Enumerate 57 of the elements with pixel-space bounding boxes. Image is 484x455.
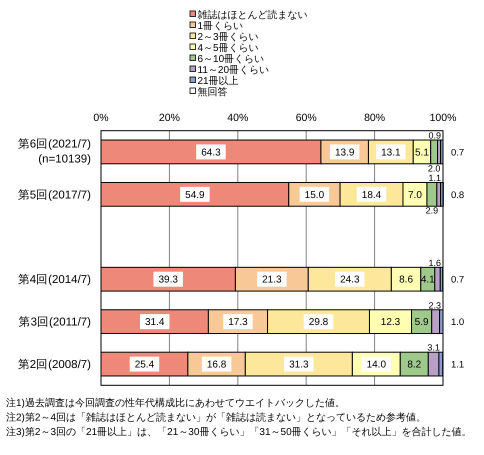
legend-label: 21冊以上 [198, 76, 239, 87]
tick-label: 20% [158, 112, 180, 124]
value-label: 54.9 [185, 190, 205, 201]
annotation: 注1)過去調査は今回調査の性年代構成比にあわせてウエイトバックした値。 [6, 398, 345, 409]
value-label: 2.0 [428, 163, 440, 174]
legend-label: 1冊くらい [198, 21, 244, 32]
value-label: 8.6 [399, 274, 414, 286]
value-label: 17.3 [228, 317, 248, 328]
legend-label: 雑誌はほとんど読まない [198, 10, 308, 21]
category-label: 第2回(2008/7) [18, 359, 91, 372]
value-label: 39.3 [158, 274, 178, 286]
value-label: 0.8 [451, 190, 464, 201]
value-label: 16.8 [206, 360, 226, 371]
category-label: (n=10139) [38, 153, 91, 166]
value-label: 5.1 [415, 147, 429, 158]
value-label: 0.7 [451, 147, 464, 158]
category-label: 第3回(2011/7) [18, 316, 91, 329]
value-label: 0.7 [451, 274, 464, 286]
annotation: 注2)第2～4回は「雑誌はほとんど読まない」が「雑誌は読まない」となっているため参考値。 [6, 412, 426, 424]
value-label: 13.1 [381, 147, 401, 158]
value-label: 31.4 [144, 317, 164, 328]
legend-label: 4～5冊くらい [198, 43, 259, 54]
value-label: 7.0 [408, 190, 422, 201]
value-label: 1.1 [428, 172, 441, 183]
category-label: 第5回(2017/7) [18, 189, 91, 202]
value-label: 0.9 [428, 130, 441, 141]
value-label: 64.3 [201, 147, 221, 158]
value-label: 18.4 [362, 190, 382, 201]
value-label: 15.0 [304, 190, 324, 201]
legend-label: 無回答 [198, 87, 228, 98]
value-label: 13.9 [334, 147, 354, 158]
value-label: 2.3 [428, 300, 441, 310]
legend-label: 11～20冊くらい [198, 65, 270, 76]
value-label: 8.2 [407, 360, 422, 371]
legend-label: 2～3冊くらい [198, 32, 259, 43]
tick-label: 40% [227, 112, 248, 124]
value-label: 31.3 [289, 360, 309, 371]
value-label: 1.0 [451, 317, 464, 328]
value-label: 29.8 [308, 317, 328, 328]
value-label: 25.4 [134, 360, 154, 371]
legend-label: 6～10冊くらい [198, 54, 264, 65]
value-label: 14.0 [366, 360, 386, 371]
tick-label: 60% [296, 112, 317, 124]
category-label: 第4回(2014/7) [18, 274, 91, 286]
tick-label: 0% [93, 112, 109, 124]
tick-label: 100% [430, 112, 456, 124]
value-label: 5.9 [414, 317, 429, 328]
category-label: 第6回(2021/7) [18, 138, 91, 150]
value-label: 1.1 [451, 360, 464, 371]
tick-label: 80% [364, 112, 386, 124]
value-label: 1.6 [428, 258, 441, 268]
value-label: 12.3 [380, 317, 400, 328]
value-label: 3.1 [427, 342, 440, 353]
value-label: 21.3 [262, 274, 282, 286]
value-label: 24.3 [340, 274, 360, 286]
annotation: 注3)第2～3回の「21冊以上」は、「21～30冊くらい」「31～50冊くらい」「それ以上」を合計した値。 [6, 427, 472, 438]
value-label: 2.9 [426, 206, 438, 216]
